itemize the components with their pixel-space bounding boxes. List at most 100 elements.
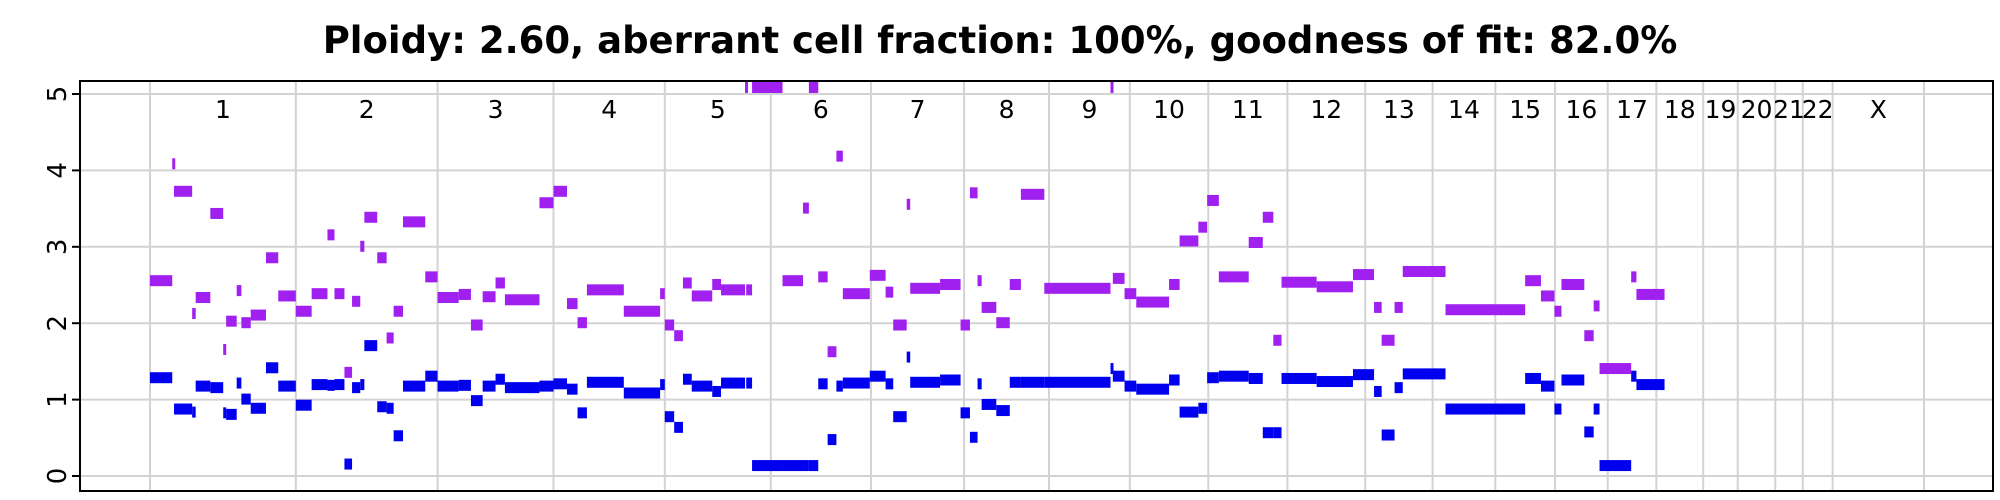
total-cn-segment	[1169, 279, 1180, 290]
total-cn-segment	[295, 305, 312, 317]
minor-cn-segment	[782, 460, 804, 472]
total-cn-segment	[893, 319, 907, 331]
total-cn-segment	[236, 285, 242, 297]
total-cn-segment	[808, 82, 819, 93]
minor-cn-segment	[721, 377, 746, 389]
minor-cn-segment	[586, 376, 624, 388]
total-cn-segment	[682, 277, 692, 289]
chromosome-label: 10	[1153, 95, 1185, 124]
total-cn-segment	[327, 229, 335, 241]
minor-cn-segment	[712, 385, 722, 397]
minor-cn-segment	[981, 398, 997, 410]
total-cn-segment	[425, 271, 438, 283]
minor-cn-segment	[1599, 460, 1632, 472]
chromosome-label: 2	[359, 95, 375, 124]
total-cn-segment	[1112, 272, 1125, 284]
minor-cn-segment	[1169, 374, 1180, 386]
minor-cn-segment	[364, 340, 378, 352]
minor-cn-segment	[842, 377, 870, 389]
minor-cn-segment	[566, 383, 578, 395]
minor-cn-segment	[808, 460, 819, 472]
minor-cn-segment	[1316, 376, 1353, 388]
total-cn-segment	[1445, 304, 1526, 316]
minor-cn-segment	[940, 374, 961, 386]
chromosome-label: 14	[1448, 95, 1480, 124]
total-cn-segment	[539, 197, 554, 209]
total-cn-segment	[311, 288, 328, 300]
total-cn-segment	[403, 216, 426, 228]
minor-cn-segment	[1593, 403, 1600, 415]
minor-cn-segment	[1009, 376, 1021, 388]
minor-cn-segment	[1352, 369, 1375, 381]
minor-cn-segment	[960, 407, 970, 419]
total-cn-segment	[150, 275, 173, 287]
total-cn-segment	[265, 252, 279, 264]
total-cn-segment	[386, 332, 394, 344]
minor-cn-segment	[893, 411, 907, 423]
minor-cn-segment	[682, 373, 692, 385]
minor-cn-segment	[1540, 380, 1555, 392]
y-tick-label: 2	[43, 315, 73, 332]
total-cn-segment	[969, 187, 978, 199]
total-cn-segment	[1381, 334, 1395, 346]
chromosome-label: X	[1870, 95, 1887, 124]
chromosome-label: 18	[1664, 95, 1696, 124]
chromosome-label: 3	[488, 95, 504, 124]
total-cn-segment	[836, 150, 843, 162]
total-cn-segment	[1584, 330, 1594, 342]
total-cn-segment	[192, 308, 196, 320]
minor-cn-segment	[458, 379, 471, 391]
chromosome-label: 7	[910, 95, 926, 124]
total-cn-segment	[910, 282, 941, 294]
minor-cn-segment	[393, 430, 404, 442]
total-cn-segment	[691, 290, 713, 302]
minor-cn-segment	[295, 399, 312, 411]
total-cn-segment	[623, 305, 661, 317]
minor-cn-segment	[482, 380, 496, 392]
total-cn-segment	[195, 291, 211, 303]
minor-cn-segment	[403, 380, 426, 392]
minor-cn-segment	[885, 378, 894, 390]
total-cn-segment	[1136, 296, 1170, 308]
total-cn-segment	[1561, 279, 1585, 290]
minor-cn-segment	[470, 395, 483, 407]
minor-cn-segment	[150, 372, 173, 384]
total-cn-segment	[458, 288, 471, 300]
minor-cn-segment	[818, 378, 828, 390]
chromosome-label: 19	[1705, 95, 1737, 124]
minor-cn-segment	[1273, 427, 1282, 439]
minor-cn-segment	[278, 380, 296, 392]
minor-cn-segment	[1402, 368, 1446, 380]
minor-cn-segment	[192, 406, 196, 418]
total-cn-segment	[712, 279, 722, 290]
total-cn-segment	[1198, 221, 1208, 233]
minor-cn-segment	[241, 393, 251, 405]
minor-cn-segment	[969, 431, 978, 443]
total-cn-segment	[1207, 194, 1219, 206]
minor-cn-segment	[1561, 374, 1585, 386]
total-cn-segment	[752, 82, 783, 93]
total-cn-segment	[250, 309, 266, 321]
minor-cn-segment	[1281, 372, 1317, 384]
minor-cn-segment	[425, 370, 438, 382]
total-cn-segment	[660, 288, 665, 300]
minor-cn-segment	[327, 379, 335, 391]
minor-cn-segment	[803, 460, 809, 472]
chromosome-label: 12	[1310, 95, 1342, 124]
minor-cn-segment	[577, 407, 587, 419]
total-cn-segment	[1262, 211, 1274, 223]
minor-cn-segment	[504, 382, 540, 394]
total-cn-segment	[1631, 271, 1637, 283]
total-cn-segment	[1352, 269, 1375, 281]
total-cn-segment	[746, 284, 753, 296]
total-cn-segment	[1316, 281, 1353, 293]
minor-cn-segment	[691, 380, 713, 392]
total-cn-segment	[393, 305, 404, 317]
total-cn-segment	[674, 330, 683, 342]
minor-cn-segment	[1207, 372, 1219, 384]
total-cn-segment	[827, 346, 837, 358]
minor-cn-segment	[1218, 370, 1249, 382]
chromosome-label: 1	[215, 95, 231, 124]
total-cn-segment	[869, 269, 886, 281]
